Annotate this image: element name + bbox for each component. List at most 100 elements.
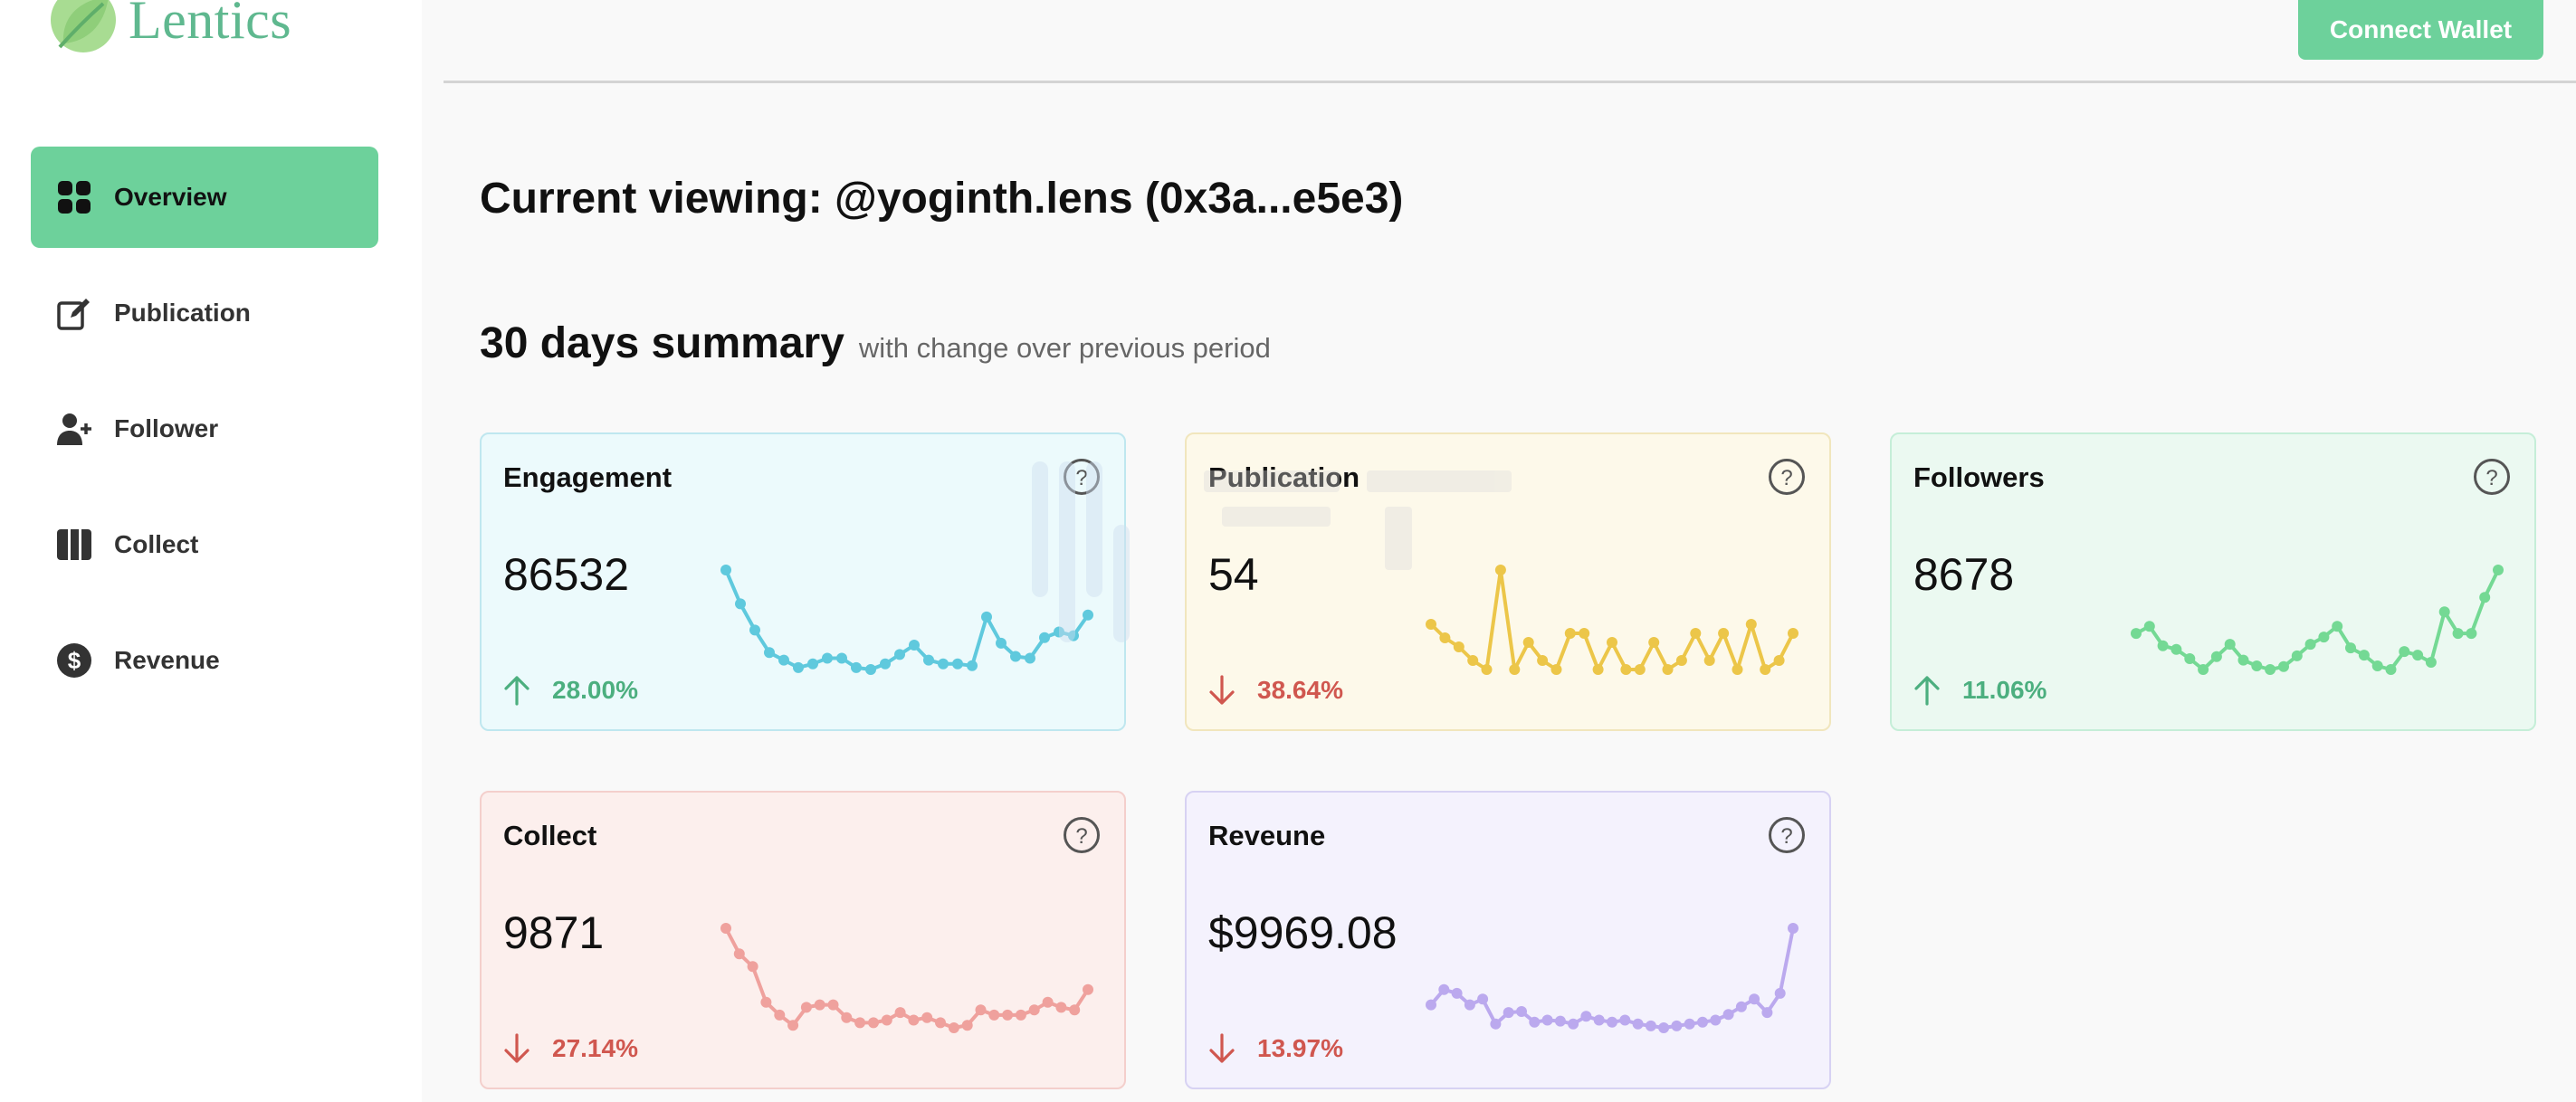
arrow-down-icon (1209, 1033, 1235, 1063)
connect-wallet-button[interactable]: Connect Wallet (2298, 0, 2543, 60)
sparkline-point (923, 654, 934, 666)
sparkline-point (1607, 637, 1617, 648)
sidebar-item-publication[interactable]: Publication (31, 262, 378, 364)
sparkline-point (764, 647, 775, 659)
sparkline-point (1426, 999, 1436, 1011)
sparkline-point (894, 649, 905, 660)
sparkline-point (1438, 983, 1450, 995)
card-value: 8678 (1913, 549, 2015, 600)
card-change: 28.00% (503, 675, 638, 706)
arrow-up-icon (1914, 676, 1940, 706)
sparkline-point (894, 1007, 906, 1019)
sidebar-item-revenue[interactable]: $ Revenue (31, 610, 378, 711)
help-icon[interactable]: ? (1768, 458, 1806, 496)
arrow-down-icon (504, 1033, 530, 1063)
sparkline-point (2171, 643, 2182, 655)
sparkline-point (909, 640, 920, 651)
sparkline-point (2371, 660, 2383, 671)
sparkline-line (1429, 568, 1795, 671)
sparkline-point (2265, 664, 2276, 675)
sparkline-point (1516, 1006, 1527, 1017)
sparkline-point (1697, 1016, 1708, 1028)
sparkline-point (2278, 660, 2289, 672)
sidebar-item-label: Follower (114, 414, 219, 442)
sparkline-point (2184, 653, 2196, 664)
sidebar-item-follower[interactable]: Follower (31, 378, 378, 480)
logo[interactable]: Lentics (47, 0, 291, 56)
sparkline-point (1529, 1016, 1541, 1028)
sparkline-point (1607, 1016, 1617, 1028)
sidebar-item-label: Overview (114, 183, 227, 211)
help-icon[interactable]: ? (1768, 816, 1806, 854)
sparkline-point (854, 1017, 866, 1029)
leaf-logo-icon (51, 0, 116, 52)
card-change: 11.06% (1913, 675, 2046, 706)
sparkline-point (1735, 1001, 1747, 1012)
sparkline-point (880, 658, 891, 670)
sparkline-point (935, 1017, 946, 1029)
sparkline-point (1703, 655, 1715, 666)
sparkline-point (747, 961, 758, 973)
sidebar-item-collect[interactable]: Collect (31, 494, 378, 595)
sparkline-point (1055, 1002, 1067, 1013)
sparkline-point (720, 565, 731, 575)
sparkline-point (2438, 606, 2450, 618)
dollar-circle-icon: $ (56, 642, 92, 679)
sparkline-point (961, 1020, 973, 1031)
help-icon[interactable]: ? (2473, 458, 2511, 496)
stat-card-followers: Followers? 8678 11.06% (1890, 432, 2536, 731)
sparkline-point (822, 652, 833, 664)
sparkline-point (2291, 650, 2303, 661)
help-icon[interactable]: ? (1063, 816, 1101, 854)
sparkline-point (1749, 993, 1760, 1005)
sparkline-point (720, 923, 731, 934)
summary-title: 30 days summary (480, 319, 844, 367)
help-icon[interactable]: ? (1063, 458, 1101, 496)
svg-text:?: ? (1780, 824, 1792, 849)
sparkline-point (827, 999, 839, 1011)
sidebar-item-label: Collect (114, 530, 199, 558)
card-value: 54 (1208, 549, 1259, 600)
stat-card-collect: Collect? 9871 27.14% (480, 791, 1126, 1089)
sparkline-point (1745, 619, 1757, 630)
sparkline-point (1503, 1007, 1514, 1019)
sparkline-point (778, 654, 789, 666)
sparkline-point (2345, 642, 2356, 654)
card-title: Followers (1913, 461, 2045, 493)
sparkline-point (1554, 1015, 1566, 1027)
sparkline-line (724, 927, 1090, 1030)
sparkline-point (1620, 664, 1632, 675)
sparkline-point (807, 658, 818, 670)
sparkline-point (2452, 628, 2464, 640)
sparkline-point (733, 948, 745, 960)
sparkline-point (1773, 655, 1785, 666)
sparkline-point (1522, 637, 1534, 648)
stat-card-publication: Publication? 54 38.64% (1185, 432, 1831, 731)
user-plus-icon (56, 411, 92, 447)
sparkline-point (1068, 630, 1079, 641)
sparkline-point (908, 1014, 920, 1026)
sparkline-point (1083, 609, 1093, 621)
sidebar-item-overview[interactable]: Overview (31, 147, 378, 248)
sparkline-point (1083, 983, 1093, 995)
columns-icon (56, 527, 92, 563)
svg-text:?: ? (1075, 466, 1087, 490)
card-change-value: 13.97% (1257, 1034, 1343, 1062)
sparkline-point (2143, 621, 2155, 632)
sparkline-point (1069, 1004, 1081, 1016)
stat-card-revenue: Reveune? $9969.08 13.97% (1185, 791, 1831, 1089)
sparkline-point (851, 661, 862, 673)
card-title: Reveune (1208, 820, 1326, 851)
sparkline-chart (1426, 923, 1798, 1033)
sparkline-point (1718, 628, 1730, 639)
sparkline-point (2237, 654, 2249, 666)
sparkline-point (967, 660, 978, 671)
card-title: Collect (503, 820, 597, 851)
sparkline-point (2425, 657, 2437, 668)
header-divider (444, 81, 2576, 83)
card-title: Publication (1208, 461, 1360, 493)
sparkline-point (1632, 1018, 1644, 1030)
sparkline-point (1671, 1020, 1683, 1031)
svg-text:?: ? (2485, 466, 2497, 490)
sparkline-point (1675, 655, 1687, 666)
